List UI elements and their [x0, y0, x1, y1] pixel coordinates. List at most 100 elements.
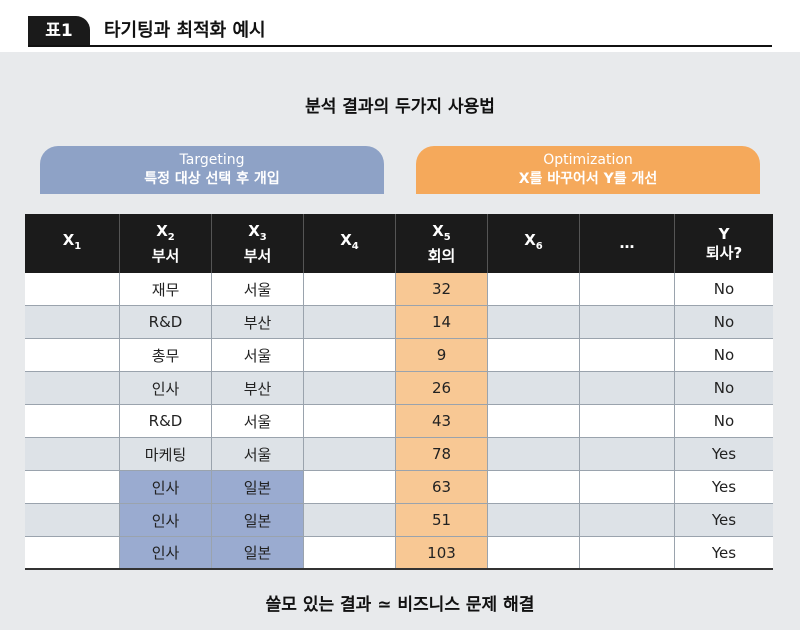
column-header-label: X2 — [156, 221, 175, 243]
table-cell — [25, 372, 120, 404]
column-header-label: Y — [718, 224, 730, 243]
column-header: Y 퇴사? — [675, 214, 773, 273]
table-cell — [488, 537, 580, 568]
table-cell — [488, 504, 580, 536]
table-cell: 재무 — [120, 273, 212, 305]
column-header: X6 — [488, 214, 580, 273]
table-cell — [580, 339, 675, 371]
table-cell: No — [713, 280, 735, 298]
column-header-sublabel: 회의 — [427, 246, 456, 265]
footer-text: 쓸모 있는 결과 ≃ 비즈니스 문제 해결 — [265, 595, 535, 615]
table-cell — [304, 471, 396, 503]
optimization-box: Optimization X를 바꾸어서 Y를 개선 — [416, 146, 760, 194]
table-cell: 일본 — [212, 471, 304, 503]
table-row: 인사 일본 103 Yes — [25, 537, 773, 570]
table-cell — [304, 537, 396, 568]
table-cell — [304, 504, 396, 536]
table-cell — [580, 504, 675, 536]
targeting-description: 특정 대상 선택 후 개입 — [144, 171, 280, 187]
table-cell: 32 — [396, 273, 488, 305]
table-cell: 일본 — [212, 537, 304, 568]
table-cell — [488, 339, 580, 371]
table-cell — [488, 273, 580, 305]
table-cell: No — [713, 346, 735, 364]
table-cell — [25, 537, 120, 568]
table-cell: 인사 — [120, 504, 212, 536]
table-cell — [25, 306, 120, 338]
table-cell: No — [713, 313, 735, 331]
table-cell — [304, 438, 396, 470]
table-cell — [580, 306, 675, 338]
table-cell: R&D — [120, 306, 212, 338]
page-title: 타기팅과 최적화 예시 — [104, 20, 266, 41]
table-cell — [488, 372, 580, 404]
table-cell: 총무 — [120, 339, 212, 371]
header: 표1 타기팅과 최적화 예시 — [0, 0, 800, 52]
table-cell — [580, 537, 675, 568]
column-header-label: X1 — [62, 231, 82, 252]
table-cell: Yes — [711, 511, 737, 529]
analysis-title: 분석 결과의 두가지 사용법 — [305, 97, 495, 117]
table-header: X1 X2 부서 X3 부서 X4 X5 회의 X6 … Y 퇴사? — [25, 214, 773, 273]
column-header: … — [580, 214, 675, 273]
table-row: 인사 일본 63 Yes — [25, 471, 773, 504]
table-cell: 인사 — [120, 372, 212, 404]
targeting-box: Targeting 특정 대상 선택 후 개입 — [40, 146, 384, 194]
table-cell: 43 — [396, 405, 488, 437]
table-row: R&D 서울 43 No — [25, 405, 773, 438]
table-cell — [488, 438, 580, 470]
table-cell — [25, 339, 120, 371]
table-cell: No — [713, 412, 735, 430]
table-cell: Yes — [711, 478, 737, 496]
table-cell — [488, 405, 580, 437]
table-row: R&D 부산 14 No — [25, 306, 773, 339]
table-row: 인사 부산 26 No — [25, 372, 773, 405]
table-cell: 서울 — [212, 438, 304, 470]
table-cell: 인사 — [120, 537, 212, 568]
table-cell — [304, 339, 396, 371]
table-cell: 서울 — [212, 273, 304, 305]
table-cell — [304, 306, 396, 338]
column-header: X1 — [25, 214, 120, 273]
table-cell — [304, 273, 396, 305]
table-cell: Yes — [711, 543, 737, 562]
table-cell: 부산 — [212, 372, 304, 404]
table-cell — [580, 405, 675, 437]
table-row: 인사 일본 51 Yes — [25, 504, 773, 537]
table-cell — [580, 471, 675, 503]
table-cell — [304, 405, 396, 437]
table-cell: R&D — [120, 405, 212, 437]
table-cell — [304, 372, 396, 404]
table-row: 재무 서울 32 No — [25, 273, 773, 306]
column-header-sublabel: 퇴사? — [705, 243, 743, 262]
table-cell: 부산 — [212, 306, 304, 338]
data-table: X1 X2 부서 X3 부서 X4 X5 회의 X6… Y 퇴사? 재무 서울 32 No R&D 부산 14 N… — [25, 214, 773, 570]
table-cell — [25, 504, 120, 536]
table-cell — [580, 273, 675, 305]
table-cell — [25, 273, 120, 305]
column-header-label: X3 — [248, 221, 267, 243]
table-cell — [580, 372, 675, 404]
table-cell: 51 — [396, 504, 488, 536]
targeting-label: Targeting — [179, 152, 245, 168]
optimization-label: Optimization — [543, 152, 633, 168]
table-cell — [580, 438, 675, 470]
table-cell: 103 — [396, 537, 488, 568]
column-header: X4 — [304, 214, 396, 273]
table-cell — [488, 306, 580, 338]
table-cell: 78 — [396, 438, 488, 470]
column-header: X3 부서 — [212, 214, 304, 273]
table-row: 총무 서울 9 No — [25, 339, 773, 372]
column-header: X2 부서 — [120, 214, 212, 273]
table-badge: 표1 — [28, 16, 90, 46]
column-header-label: X5 — [432, 221, 451, 243]
table-cell: No — [713, 379, 735, 397]
table-cell — [25, 471, 120, 503]
table-cell: 인사 — [120, 471, 212, 503]
table-cell: 마케팅 — [120, 438, 212, 470]
column-header-label: X6 — [524, 231, 543, 252]
header-divider — [28, 45, 772, 47]
table-cell — [25, 405, 120, 437]
column-header: X5 회의 — [396, 214, 488, 273]
